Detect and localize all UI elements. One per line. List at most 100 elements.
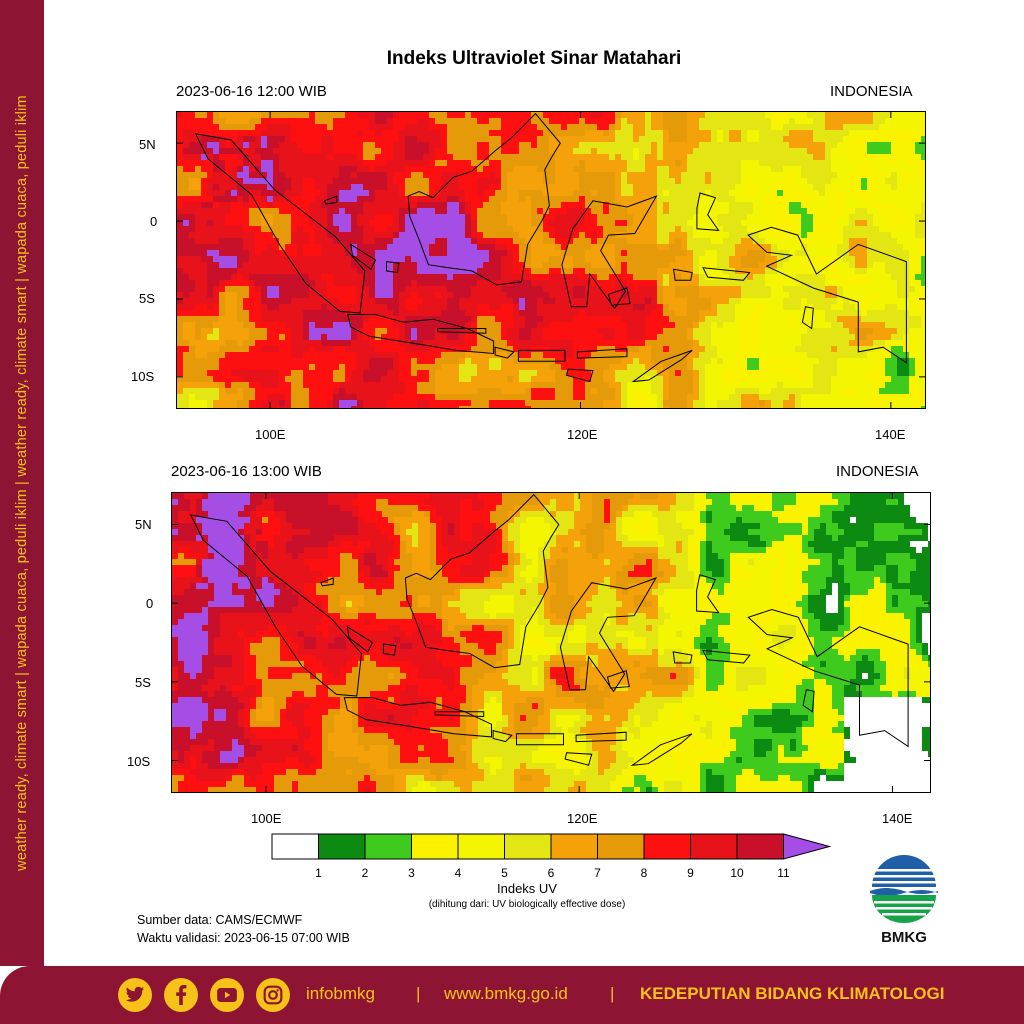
map1-region: INDONESIA [830,83,913,100]
uv-map-1300-graphic [172,493,930,792]
uv-legend-bar [271,833,831,860]
legend-swatch [690,833,738,860]
map1-lat-0: 0 [150,214,158,229]
coastline [747,608,909,748]
coastline [347,314,495,355]
coastline [576,348,628,359]
legend-swatch [736,833,784,860]
legend-swatch [318,833,366,860]
instagram-icon[interactable] [256,978,290,1012]
coastline [517,349,566,362]
validity-line: Waktu validasi: 2023-06-15 07:00 WIB [137,931,350,945]
coastline [494,346,515,359]
axis-ticks [177,112,925,408]
legend-tick-label: 7 [594,866,601,880]
uv-legend-graphic [271,833,831,860]
legend-subtitle: (dihitung dari: UV biologically effectiv… [428,899,626,910]
footer-url[interactable]: www.bmkg.go.id [444,984,568,1003]
uv-map-1300 [171,492,931,793]
coastline [382,643,397,656]
coastline [696,192,720,231]
footer-separator: | [416,984,421,1003]
footer-handle[interactable]: infobmkg [306,984,375,1003]
map1-datetime: 2023-06-16 12:00 WIB [176,83,327,100]
data-source: Sumber data: CAMS/ECMWF Waktu validasi: … [137,911,350,947]
facebook-icon[interactable] [164,978,198,1012]
coastline [702,267,751,281]
uv-field [177,112,925,408]
legend-swatch [550,833,598,860]
map2-lat-5s: 5S [135,675,151,690]
coastline [407,112,561,286]
coastline [434,711,485,718]
coastline [437,328,487,334]
legend-tick-label: 11 [777,866,790,880]
map2-lon-120e: 120E [567,811,598,826]
coastline [323,195,338,205]
coastline [606,670,630,689]
map1-lon-120e: 120E [567,427,598,442]
coastline [350,243,377,271]
coastlines [194,112,907,383]
coastline [559,577,658,693]
map2-datetime: 2023-06-16 13:00 WIB [171,463,322,480]
coastline [673,268,693,281]
youtube-icon[interactable] [210,978,244,1012]
coastline [630,733,693,766]
coastline [702,649,751,664]
legend-tick-label: 2 [361,866,369,880]
map1-lon-140e: 140E [875,427,906,442]
coastline [189,514,363,697]
bmkg-logo-text: BMKG [881,929,927,945]
legend-swatch [504,833,552,860]
coastline [320,577,334,587]
coastline [565,368,594,383]
coastline [607,287,631,306]
map1-lat-5s: 5S [139,291,155,306]
map2-region: INDONESIA [836,463,919,480]
map2-lon-100e: 100E [251,811,282,826]
legend-tick-label: 10 [730,866,744,880]
bmkg-logo: BMKG [866,855,942,946]
coastline [404,493,560,669]
legend-swatch [597,833,645,860]
legend-swatch-overflow [783,833,831,860]
map1-lon-100e: 100E [255,427,286,442]
legend-tick-label: 4 [454,866,462,880]
coastline [672,651,693,664]
coastline [564,752,593,766]
footer-separator: | [610,984,615,1003]
bmkg-logo-graphic: BMKG [870,855,938,946]
legend-swatch [457,833,505,860]
map2-lat-0: 0 [146,596,154,611]
coastline [802,689,815,713]
source-line: Sumber data: CAMS/ECMWF [137,913,303,927]
legend-tick-label: 6 [547,866,555,880]
coastlines [189,493,909,766]
coastline [696,574,720,614]
footer-org: KEDEPUTIAN BIDANG KLIMATOLOGI [640,984,945,1003]
map2-lat-5n: 5N [135,517,152,532]
twitter-icon[interactable] [118,978,152,1012]
uv-map-1200 [176,111,926,409]
coastline [561,195,658,310]
coastline [346,625,374,653]
coastline [386,261,400,274]
map2-lat-10s: 10S [127,754,151,769]
side-banner-text: weather ready, climate smart | wapada cu… [14,95,30,871]
coastline [492,729,513,743]
axis-ticks [172,493,930,792]
legend-tick-label: 9 [687,866,694,880]
uv-map-1200-graphic [177,112,925,408]
uv-field [172,493,930,792]
coastline [575,731,627,743]
side-banner [0,0,44,966]
coastline [801,306,814,330]
coastline [194,133,366,314]
coastline [747,226,907,364]
legend-title: Indeks UV [497,881,557,896]
legend-tick-label: 5 [501,866,508,880]
legend-tick-label: 1 [315,866,322,880]
legend-swatch [643,833,691,860]
legend-swatch [271,833,319,860]
